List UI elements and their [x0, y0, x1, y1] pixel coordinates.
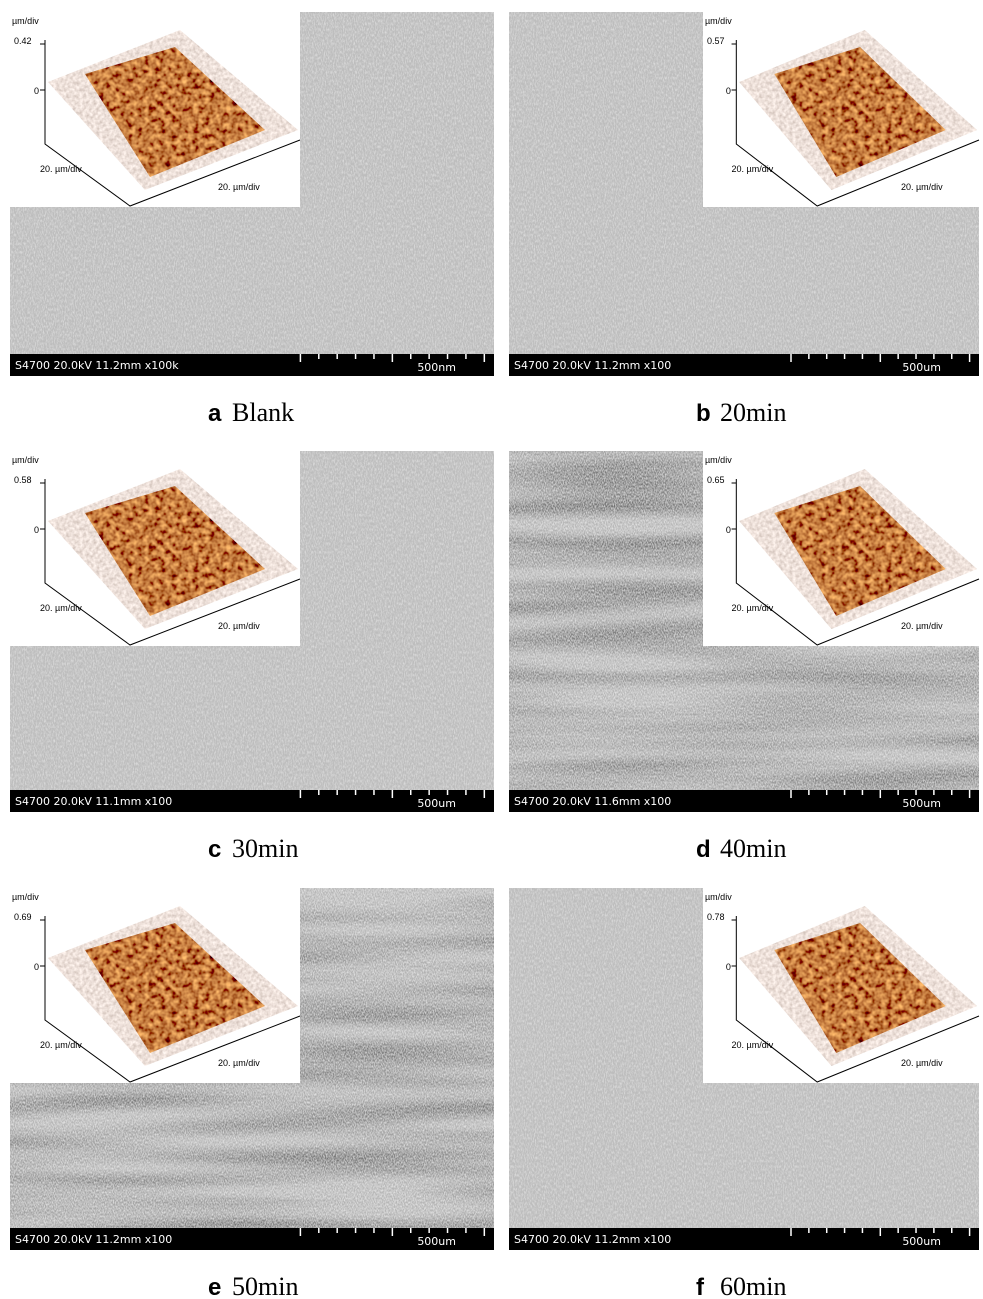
scale-text: 500um [902, 1235, 941, 1248]
afm-z-unit: µm/div [705, 16, 732, 26]
panel-caption: 20min [720, 398, 786, 427]
afm-inset: µm/div 0.57 0 20. µm/div 20. µm/div [703, 12, 979, 207]
afm-y-axis-label: 20. µm/div [732, 1040, 774, 1050]
panel-label: f [696, 1274, 705, 1299]
panel-caption: 40min [720, 834, 786, 863]
scale-text: 500um [902, 797, 941, 810]
afm-x-axis-label: 20. µm/div [218, 1058, 260, 1068]
afm-z-unit: µm/div [705, 455, 732, 465]
panel-label: d [696, 836, 711, 863]
info-text: S4700 20.0kV 11.2mm x100k [15, 359, 179, 372]
scale-text: 500um [417, 797, 456, 810]
afm-z-max: 0.69 [14, 912, 32, 922]
afm-z-zero: 0 [34, 962, 39, 972]
panel: S4700 20.0kV 11.2mm x100 500um µm/div 0.57 0… [509, 12, 979, 427]
panel: S4700 20.0kV 11.1mm x100 500um µm/div 0.58 0… [10, 451, 494, 863]
info-text: S4700 20.0kV 11.1mm x100 [15, 795, 172, 808]
afm-y-axis-label: 20. µm/div [40, 603, 82, 613]
afm-x-axis-label: 20. µm/div [901, 1058, 943, 1068]
panel-label: e [208, 1274, 221, 1299]
panel-caption: 50min [232, 1272, 298, 1299]
afm-inset: µm/div 0.42 0 20. µm/div 20. µm/div [10, 12, 300, 207]
afm-x-axis-label: 20. µm/div [901, 182, 943, 192]
afm-x-axis-label: 20. µm/div [218, 621, 260, 631]
panel-label: a [208, 400, 222, 427]
afm-z-zero: 0 [34, 525, 39, 535]
afm-y-axis-label: 20. µm/div [40, 1040, 82, 1050]
scale-text: 500um [902, 361, 941, 374]
panel: S4700 20.0kV 11.2mm x100 500um µm/div 0.78 0… [509, 888, 979, 1299]
scale-text: 500nm [417, 361, 456, 374]
panel: S4700 20.0kV 11.2mm x100 500um µm/div 0.69 0… [10, 888, 494, 1299]
afm-z-max: 0.57 [707, 36, 725, 46]
afm-z-max: 0.65 [707, 475, 725, 485]
afm-z-max: 0.78 [707, 912, 725, 922]
afm-z-max: 0.42 [14, 36, 32, 46]
panel-caption: 30min [232, 834, 298, 863]
afm-y-axis-label: 20. µm/div [732, 164, 774, 174]
panel: S4700 20.0kV 11.2mm x100k 500nm µm/div 0.42… [10, 12, 494, 427]
info-text: S4700 20.0kV 11.6mm x100 [514, 795, 671, 808]
scale-text: 500um [417, 1235, 456, 1248]
afm-inset: µm/div 0.65 0 20. µm/div 20. µm/div [703, 451, 979, 646]
panel-label: c [208, 836, 221, 863]
afm-z-unit: µm/div [705, 892, 732, 902]
info-text: S4700 20.0kV 11.2mm x100 [15, 1233, 172, 1246]
panel: S4700 20.0kV 11.6mm x100 500um µm/div 0.65 0… [509, 451, 979, 863]
afm-inset: µm/div 0.78 0 20. µm/div 20. µm/div [703, 888, 979, 1083]
afm-z-zero: 0 [726, 86, 731, 96]
afm-z-unit: µm/div [12, 455, 39, 465]
afm-inset: µm/div 0.58 0 20. µm/div 20. µm/div [10, 451, 300, 646]
afm-x-axis-label: 20. µm/div [218, 182, 260, 192]
panel-label: b [696, 400, 711, 427]
afm-y-axis-label: 20. µm/div [732, 603, 774, 613]
info-text: S4700 20.0kV 11.2mm x100 [514, 359, 671, 372]
afm-z-unit: µm/div [12, 892, 39, 902]
panel-caption: 60min [720, 1272, 786, 1299]
panel-caption: Blank [232, 398, 294, 427]
afm-z-zero: 0 [726, 962, 731, 972]
afm-inset: µm/div 0.69 0 20. µm/div 20. µm/div [10, 888, 300, 1083]
figure: S4700 20.0kV 11.2mm x100k 500nm µm/div 0.42… [0, 0, 983, 1299]
info-text: S4700 20.0kV 11.2mm x100 [514, 1233, 671, 1246]
afm-z-zero: 0 [726, 525, 731, 535]
afm-y-axis-label: 20. µm/div [40, 164, 82, 174]
afm-x-axis-label: 20. µm/div [901, 621, 943, 631]
afm-z-max: 0.58 [14, 475, 32, 485]
afm-z-unit: µm/div [12, 16, 39, 26]
afm-z-zero: 0 [34, 86, 39, 96]
